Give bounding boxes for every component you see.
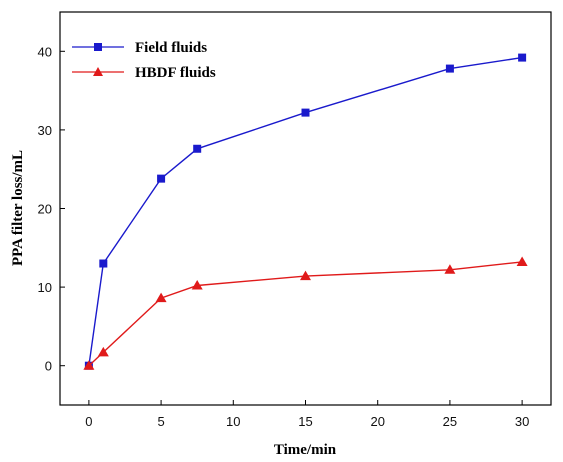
legend-marker-square-icon <box>94 43 102 51</box>
legend-item-hbdf-fluids: HBDF fluids <box>72 65 216 81</box>
x-tick-label: 5 <box>157 414 164 429</box>
data-point-hbdf-fluids <box>155 292 167 303</box>
legend-item-field-fluids: Field fluids <box>72 40 207 56</box>
data-point-field-fluids <box>193 144 202 153</box>
data-point-hbdf-fluids <box>191 280 203 290</box>
y-tick-label: 20 <box>38 202 52 217</box>
y-tick-label: 0 <box>45 359 52 374</box>
y-tick-label: 40 <box>38 44 52 59</box>
y-axis-title: PPA filter loss/mL <box>10 150 26 266</box>
x-tick-label: 10 <box>226 414 240 429</box>
series-layer <box>83 53 528 370</box>
data-point-field-fluids <box>157 174 166 183</box>
data-point-hbdf-fluids <box>83 360 95 370</box>
legend-label-field-fluids: Field fluids <box>135 40 207 56</box>
legend-label-hbdf-fluids: HBDF fluids <box>135 65 216 81</box>
x-tick-label: 0 <box>85 414 92 429</box>
data-point-field-fluids <box>301 108 310 117</box>
x-tick-label: 25 <box>443 414 457 429</box>
data-point-field-fluids <box>518 53 527 62</box>
data-point-hbdf-fluids <box>300 270 311 281</box>
x-tick-label: 20 <box>370 414 384 429</box>
data-point-hbdf-fluids <box>97 346 109 357</box>
data-point-field-fluids <box>99 259 108 268</box>
y-tick-label: 10 <box>38 280 52 295</box>
data-point-hbdf-fluids <box>516 256 528 266</box>
x-tick-label: 30 <box>515 414 529 429</box>
x-axis-title: Time/min <box>274 442 337 458</box>
data-point-field-fluids <box>445 64 454 73</box>
series-hbdf-fluids <box>83 256 528 370</box>
data-point-hbdf-fluids <box>444 264 456 274</box>
x-tick-label: 15 <box>298 414 312 429</box>
legend-marker-triangle-icon <box>93 67 103 76</box>
y-tick-label: 30 <box>38 123 52 138</box>
x-axis-ticks: 0 5 10 15 20 25 30 <box>85 400 529 429</box>
legend: Field fluids HBDF fluids <box>72 40 216 81</box>
y-axis-ticks: 0 10 20 30 40 <box>38 44 65 374</box>
